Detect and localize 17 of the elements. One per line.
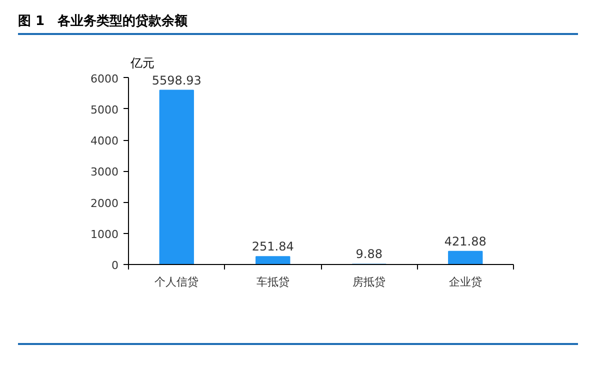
x-tick-label: 企业贷 [448, 276, 482, 288]
x-tick-label: 个人信贷 [154, 276, 199, 288]
data-label: 251.84 [252, 240, 294, 254]
data-label: 5598.93 [152, 73, 202, 88]
data-label: 9.88 [356, 247, 382, 262]
chart-title: 图 1 各业务类型的贷款余额 [18, 13, 188, 31]
x-tick-label: 房抵贷 [352, 276, 386, 288]
x-tick-label: 车抵贷 [256, 276, 290, 288]
y-tick-label: 4000 [90, 134, 119, 148]
y-tick-label: 3000 [90, 166, 119, 179]
y-tick-label: 1000 [90, 228, 119, 241]
y-tick-label: 5000 [90, 103, 119, 116]
y-tick-label: 2000 [90, 196, 119, 210]
y-axis-title: 亿元 [130, 56, 154, 70]
y-tick-label: 0 [112, 259, 118, 272]
data-label: 421.88 [444, 234, 486, 248]
y-tick-label: 6000 [90, 72, 119, 86]
